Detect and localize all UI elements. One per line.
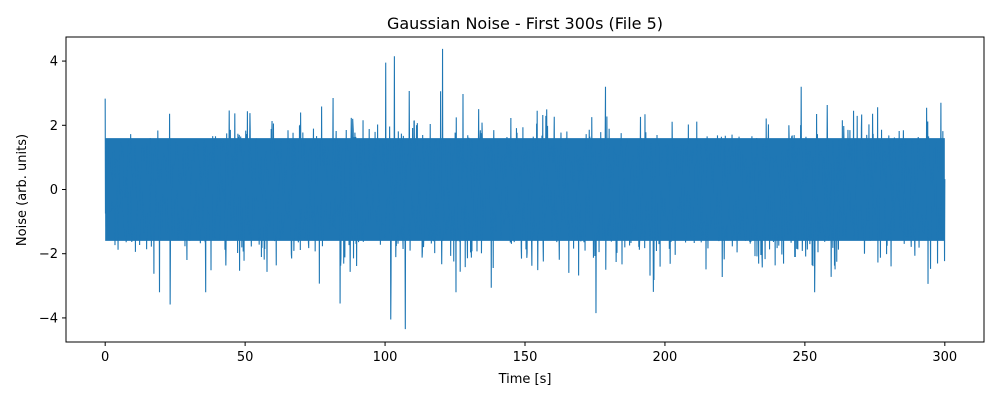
x-axis-label: Time [s] [498,372,552,387]
x-tick-label: 150 [513,350,538,365]
x-tick-label: 300 [932,350,957,365]
x-tick-label: 100 [373,350,398,365]
y-tick-label: −2 [39,247,58,262]
x-tick-label: 250 [792,350,817,365]
y-tick-label: 0 [50,183,58,198]
x-tick-label: 200 [653,350,678,365]
x-axis-ticks: 0 50 100 150 200 250 300 [101,342,957,365]
y-axis-label: Noise (arb. units) [15,134,30,246]
x-tick-label: 0 [101,350,109,365]
y-tick-label: −4 [39,311,58,326]
chart-title: Gaussian Noise - First 300s (File 5) [387,14,663,33]
y-tick-label: 2 [50,119,58,134]
y-axis-ticks: −4 −2 0 2 4 [39,55,66,326]
plot-area [104,48,946,330]
y-tick-label: 4 [50,55,58,70]
x-tick-label: 50 [237,350,254,365]
noise-series-line [104,48,946,330]
